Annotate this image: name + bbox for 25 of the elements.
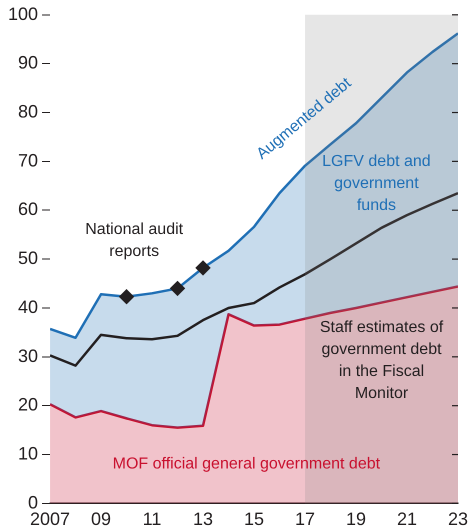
legend-label: Staff estimates of government debt in the Fiscal Monitor <box>320 318 444 402</box>
x-tick-label: 11 <box>142 509 162 530</box>
y-tick-label: 20 <box>18 394 38 415</box>
y-tick-label: 60 <box>18 199 38 220</box>
y-tick-label: 50 <box>18 248 38 268</box>
y-tick-label: 10 <box>18 444 38 464</box>
annotation: LGFV debt and government funds <box>322 152 431 214</box>
y-tick-label: 30 <box>18 346 38 366</box>
y-tick-label: 90 <box>18 52 38 73</box>
x-tick-label: 23 <box>448 509 468 530</box>
series-label: MOF official general government debt <box>112 456 381 473</box>
y-tick-label: 40 <box>18 296 38 317</box>
y-tick-label: 100 <box>8 4 38 24</box>
x-tick-label: 17 <box>294 509 316 530</box>
series-label: National audit reports <box>85 221 184 260</box>
x-tick-label: 15 <box>244 509 264 530</box>
point <box>196 260 211 276</box>
x-tick-label: 21 <box>396 509 418 530</box>
x-tick-label: 19 <box>346 509 366 530</box>
y-tick-label: 70 <box>18 150 38 170</box>
x-tick-label: 09 <box>91 509 112 530</box>
y-tick-label: 80 <box>18 101 38 122</box>
point <box>170 280 186 296</box>
x-tick-label: 13 <box>193 509 214 530</box>
point <box>119 289 134 304</box>
